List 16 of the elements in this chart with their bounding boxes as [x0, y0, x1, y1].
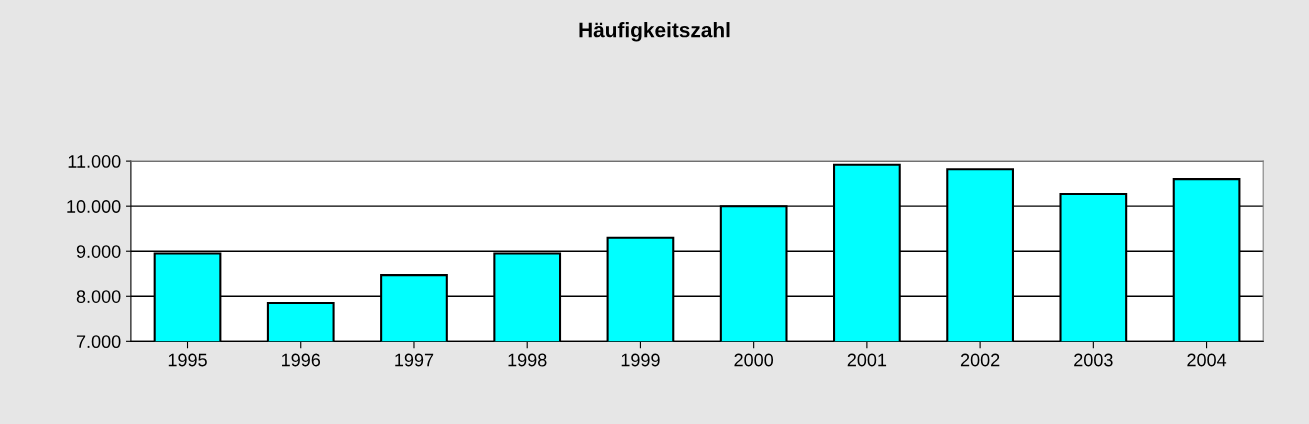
x-tick-label: 1998 — [508, 353, 547, 367]
x-tick-label: 1996 — [282, 353, 321, 367]
x-tick-label: 2004 — [1187, 353, 1227, 367]
x-tick-label: 2002 — [960, 353, 1000, 367]
y-tick-label: 7.000 — [76, 335, 121, 349]
chart-title: Häufigkeitszahl — [579, 22, 730, 42]
y-tick-label: 9.000 — [76, 245, 121, 258]
y-tick-label: 11.000 — [68, 155, 121, 168]
x-tick-label: 1995 — [168, 353, 207, 367]
x-tick-label: 2001 — [847, 353, 887, 367]
x-tick-label: 1997 — [395, 353, 434, 367]
x-tick-label: 2003 — [1074, 353, 1113, 367]
x-tick-label: 2000 — [734, 353, 774, 367]
x-tick-label: 1999 — [621, 353, 660, 367]
y-tick-label: 10.000 — [67, 200, 121, 213]
y-tick-label: 8.000 — [76, 290, 121, 303]
